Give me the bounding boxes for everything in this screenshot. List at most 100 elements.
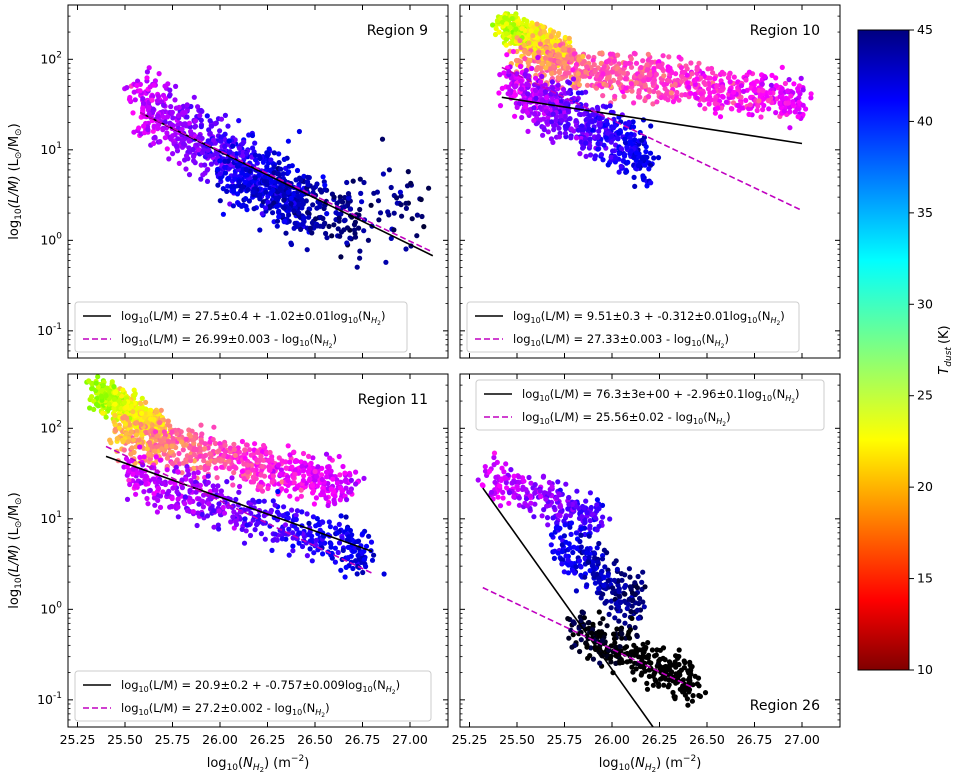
- data-point: [234, 191, 241, 197]
- data-point: [595, 146, 601, 152]
- data-point: [250, 189, 256, 195]
- data-point: [509, 39, 515, 46]
- data-point: [141, 123, 147, 129]
- data-point: [510, 48, 516, 55]
- data-point: [590, 57, 596, 63]
- data-point: [498, 15, 504, 21]
- data-point: [611, 58, 618, 64]
- x-tick-label: 25.50: [107, 732, 143, 747]
- data-point: [312, 477, 318, 483]
- data-point: [735, 79, 741, 85]
- data-point: [361, 228, 367, 234]
- data-point: [322, 186, 328, 193]
- data-point: [230, 188, 237, 194]
- data-point: [542, 89, 549, 95]
- legend-box: [466, 301, 800, 353]
- data-point: [182, 494, 188, 500]
- data-point: [222, 112, 228, 118]
- data-point: [255, 520, 261, 527]
- data-point: [344, 179, 350, 186]
- data-point: [519, 26, 525, 32]
- data-point: [644, 67, 650, 73]
- data-point: [808, 95, 814, 101]
- data-point: [350, 548, 356, 555]
- data-point: [141, 130, 148, 136]
- data-point: [755, 103, 761, 109]
- data-point: [607, 51, 614, 57]
- data-point: [242, 447, 248, 453]
- data-point: [157, 504, 164, 510]
- data-point: [283, 465, 289, 471]
- data-point: [419, 213, 425, 220]
- y-tick-label: 101: [40, 141, 62, 157]
- data-point: [616, 151, 622, 157]
- data-point: [260, 159, 266, 165]
- data-point: [605, 162, 611, 168]
- data-point: [187, 487, 193, 494]
- data-point: [707, 90, 713, 96]
- data-point: [320, 540, 326, 546]
- data-point: [559, 118, 565, 124]
- data-point: [237, 483, 243, 490]
- data-point: [708, 65, 715, 72]
- data-point: [282, 522, 289, 528]
- data-point: [754, 78, 760, 84]
- y-tick-label: 102: [40, 419, 62, 435]
- data-point: [319, 465, 325, 471]
- data-point: [738, 83, 745, 89]
- data-point: [247, 447, 253, 453]
- data-point: [200, 147, 207, 153]
- data-point: [325, 502, 331, 509]
- data-point: [299, 192, 305, 198]
- data-point: [286, 169, 292, 175]
- data-point: [405, 169, 411, 175]
- data-point: [205, 465, 211, 471]
- data-point: [286, 205, 292, 211]
- data-point: [270, 187, 276, 193]
- data-point: [342, 470, 348, 476]
- data-point: [341, 218, 347, 224]
- data-point: [143, 399, 149, 405]
- data-point: [786, 77, 792, 83]
- data-point: [376, 217, 382, 223]
- data-point: [758, 114, 764, 120]
- data-point: [215, 182, 221, 188]
- data-point: [287, 452, 293, 458]
- data-point: [194, 483, 200, 489]
- data-point: [286, 552, 292, 558]
- data-point: [581, 111, 587, 117]
- panel-4: 25.25 25.50 25.75 26.00 26.25 26.50 26.75 27.00…: [452, 373, 841, 774]
- data-point: [285, 477, 291, 483]
- data-point: [207, 439, 213, 445]
- data-point: [137, 454, 143, 460]
- data-point: [535, 54, 541, 61]
- data-point: [343, 477, 349, 483]
- data-point: [531, 117, 537, 124]
- data-point: [781, 108, 788, 114]
- data-point: [291, 225, 297, 231]
- data-point: [213, 487, 219, 493]
- data-point: [409, 216, 415, 222]
- data-point: [122, 414, 128, 420]
- data-point: [162, 119, 168, 125]
- data-point: [103, 393, 109, 399]
- data-point: [645, 51, 651, 57]
- data-point: [513, 57, 520, 64]
- data-point: [232, 452, 238, 458]
- data-point: [179, 470, 185, 476]
- data-point: [179, 126, 185, 132]
- data-point: [276, 214, 282, 220]
- data-point: [403, 200, 409, 206]
- data-point: [624, 144, 630, 150]
- data-point: [581, 127, 587, 133]
- data-point: [643, 149, 649, 155]
- data-point: [595, 141, 601, 147]
- data-point: [257, 227, 263, 233]
- data-point: [202, 446, 208, 452]
- data-point: [291, 208, 297, 214]
- data-point: [517, 38, 523, 44]
- data-point: [204, 113, 210, 119]
- data-point: [180, 447, 186, 453]
- data-point: [194, 522, 200, 529]
- data-point: [284, 511, 291, 517]
